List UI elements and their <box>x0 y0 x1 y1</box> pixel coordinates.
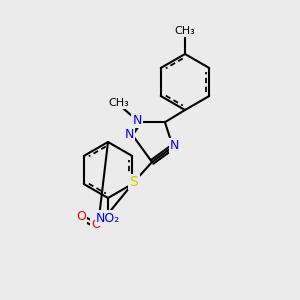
Text: N: N <box>170 139 180 152</box>
Text: O: O <box>91 218 101 230</box>
Text: CH₃: CH₃ <box>109 98 129 108</box>
Text: CH₃: CH₃ <box>175 26 195 36</box>
Text: N: N <box>132 114 142 127</box>
Text: O: O <box>76 211 86 224</box>
Text: S: S <box>130 175 138 189</box>
Text: NO₂: NO₂ <box>96 212 120 224</box>
Text: N: N <box>124 128 134 141</box>
